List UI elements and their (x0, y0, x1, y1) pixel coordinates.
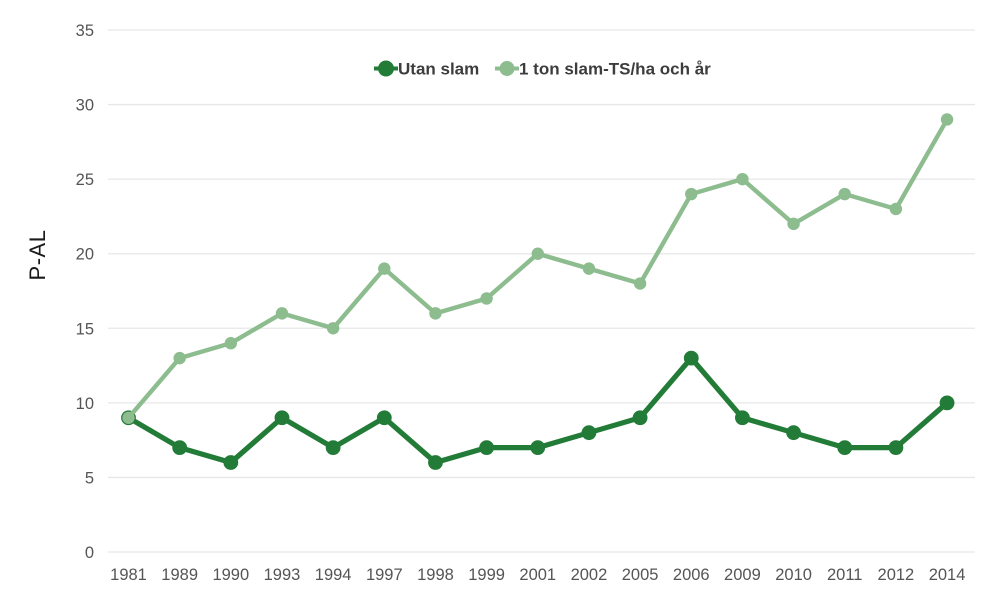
series-utan-slam (121, 350, 955, 470)
y-tick-label-35: 35 (76, 22, 94, 40)
data-point-utan-slam-2009 (735, 410, 750, 426)
data-point-1-ton-slam-ts-ha-och-ar-1994 (326, 322, 340, 335)
data-point-1-ton-slam-ts-ha-och-ar-2014 (940, 113, 954, 126)
data-point-utan-slam-1994 (325, 440, 341, 455)
x-tick-label-2011: 2011 (827, 566, 862, 584)
data-point-utan-slam-2005 (632, 410, 648, 426)
y-tick-label-20: 20 (76, 246, 94, 264)
data-point-1-ton-slam-ts-ha-och-ar-2011 (838, 187, 851, 201)
x-tick-label-1994: 1994 (315, 566, 352, 584)
data-point-utan-slam-2006 (683, 350, 699, 366)
y-tick-label-15: 15 (76, 320, 94, 338)
gridlines-group (108, 29, 975, 553)
series-1-ton-slam-ts-ha-och-ar (122, 113, 954, 424)
data-point-1-ton-slam-ts-ha-och-ar-2006 (685, 187, 698, 201)
data-point-1-ton-slam-ts-ha-och-ar-1990 (224, 337, 238, 350)
data-point-1-ton-slam-ts-ha-och-ar-1997 (378, 262, 391, 275)
data-point-1-ton-slam-ts-ha-och-ar-1981 (122, 411, 135, 424)
series-line-1-ton-slam-ts-ha-och-ar (126, 117, 950, 420)
data-point-1-ton-slam-ts-ha-och-ar-1989 (173, 351, 186, 365)
data-point-1-ton-slam-ts-ha-och-ar-2005 (633, 277, 647, 290)
data-point-utan-slam-2010 (786, 425, 801, 441)
legend-item-utan-slam: Utan slam (374, 60, 479, 79)
x-tick-labels-group: 1981 1989 1990 1993 1994 1997 1998 1999 2001 2002… (110, 566, 965, 584)
x-tick-label-1999: 1999 (468, 566, 505, 584)
x-tick-label-1989: 1989 (161, 566, 198, 584)
legend-marker-icon (499, 61, 515, 76)
x-tick-label-2001: 2001 (519, 566, 556, 584)
data-point-1-ton-slam-ts-ha-och-ar-2010 (787, 217, 800, 231)
data-point-1-ton-slam-ts-ha-och-ar-1993 (275, 307, 289, 320)
y-tick-label-5: 5 (85, 469, 94, 487)
legend-label-utan-slam: Utan slam (398, 60, 479, 79)
y-tick-label-30: 30 (76, 97, 94, 115)
data-point-utan-slam-2002 (581, 425, 597, 441)
x-tick-label-1981: 1981 (110, 566, 147, 584)
data-point-1-ton-slam-ts-ha-och-ar-2009 (736, 172, 749, 186)
y-tick-labels-group: 0 5 10 15 20 25 30 35 (76, 22, 94, 562)
x-tick-label-2010: 2010 (775, 566, 812, 584)
x-tick-label-2014: 2014 (929, 566, 966, 584)
y-tick-label-10: 10 (76, 395, 94, 413)
legend: Utan slam 1 ton slam-TS/ha och år (374, 60, 711, 79)
data-point-utan-slam-2014 (939, 395, 955, 411)
x-tick-label-2009: 2009 (724, 566, 761, 584)
legend-item-1-ton-slam-ts-ha-och-ar: 1 ton slam-TS/ha och år (495, 60, 711, 79)
data-point-utan-slam-2011 (837, 440, 853, 455)
data-point-1-ton-slam-ts-ha-och-ar-1998 (429, 307, 442, 320)
y-tick-label-25: 25 (76, 171, 94, 189)
x-tick-label-1998: 1998 (417, 566, 454, 584)
data-point-utan-slam-1999 (479, 440, 495, 455)
data-point-1-ton-slam-ts-ha-och-ar-2012 (889, 202, 903, 216)
data-point-1-ton-slam-ts-ha-och-ar-2002 (582, 262, 596, 275)
y-tick-label-0: 0 (85, 544, 94, 562)
data-point-1-ton-slam-ts-ha-och-ar-2001 (531, 247, 544, 260)
x-tick-label-1997: 1997 (366, 566, 403, 584)
x-tick-label-2006: 2006 (673, 566, 710, 584)
data-point-utan-slam-1998 (428, 455, 443, 470)
data-point-utan-slam-1989 (172, 440, 188, 455)
x-tick-label-2005: 2005 (622, 566, 659, 584)
data-point-utan-slam-1997 (376, 410, 392, 426)
x-tick-label-2012: 2012 (878, 566, 915, 584)
y-axis-title: P-AL (25, 230, 50, 281)
series-group (121, 113, 955, 470)
x-tick-label-2002: 2002 (571, 566, 608, 584)
data-point-utan-slam-1993 (274, 410, 290, 426)
x-tick-label-1993: 1993 (264, 566, 301, 584)
data-point-1-ton-slam-ts-ha-och-ar-1999 (480, 292, 493, 305)
legend-marker-icon (378, 60, 394, 77)
data-point-utan-slam-2001 (530, 440, 546, 455)
data-point-utan-slam-1990 (223, 455, 239, 470)
x-tick-label-1990: 1990 (212, 566, 249, 584)
legend-label-1-ton-slam-ts-ha-och-ar: 1 ton slam-TS/ha och år (519, 60, 711, 79)
data-point-utan-slam-2012 (888, 440, 904, 455)
